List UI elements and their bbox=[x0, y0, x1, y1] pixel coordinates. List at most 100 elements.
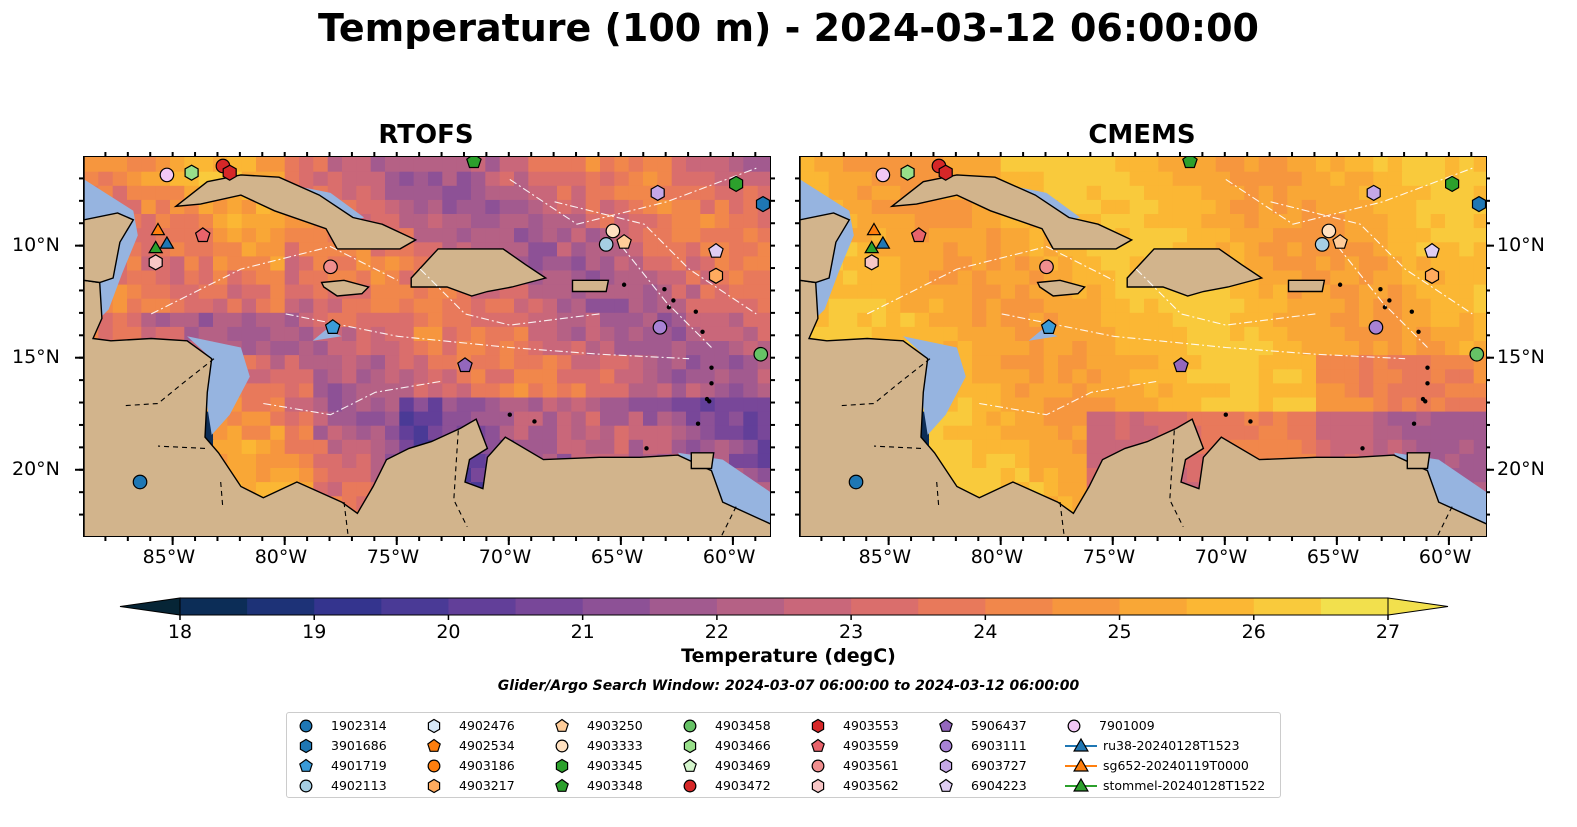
legend-item: 4903217 bbox=[423, 776, 543, 796]
y-minor-mid-a bbox=[795, 423, 799, 426]
colorbar-segment bbox=[1253, 598, 1322, 615]
float-markers bbox=[848, 157, 1486, 490]
legend-marker-icon bbox=[683, 779, 697, 793]
x-minor-1 bbox=[1380, 537, 1383, 541]
borders bbox=[838, 358, 1453, 536]
x-minor-top-0 bbox=[126, 152, 129, 156]
x-tick-label-1-5: 60°W bbox=[1418, 546, 1472, 568]
legend-item: 4901719 bbox=[295, 756, 415, 776]
y-minor-left bbox=[79, 311, 83, 314]
y-minor-mid-a bbox=[795, 468, 799, 471]
y-minor-right bbox=[1486, 267, 1490, 270]
x-minor-0 bbox=[350, 537, 353, 541]
panel-title-cmems: CMEMS bbox=[1088, 120, 1196, 150]
legend-marker-icon bbox=[555, 739, 569, 753]
legend-hexagon-icon bbox=[939, 758, 953, 774]
eez-boundaries bbox=[150, 167, 757, 416]
x-minor-top-1 bbox=[954, 152, 957, 156]
x-minor-top-0 bbox=[530, 152, 533, 156]
y-minor-left bbox=[79, 491, 83, 494]
legend-circle-icon bbox=[299, 779, 313, 793]
marker-4903562 bbox=[148, 254, 163, 271]
x-minor-top-1 bbox=[1156, 152, 1159, 156]
legend-item: ru38-20240128T1523 bbox=[1063, 736, 1273, 756]
x-tick-label-1-1: 80°W bbox=[970, 546, 1024, 568]
float-markers bbox=[132, 157, 770, 490]
x-minor-top-0 bbox=[283, 152, 286, 156]
legend-item: 4903333 bbox=[551, 736, 671, 756]
x-minor-0 bbox=[552, 537, 555, 541]
legend-label: stommel-20240128T1522 bbox=[1103, 778, 1266, 793]
legend-label: 7901009 bbox=[1099, 718, 1155, 733]
legend-marker-icon bbox=[939, 739, 953, 753]
x-minor-top-1 bbox=[910, 152, 913, 156]
legend-label: 4901719 bbox=[331, 758, 387, 773]
y-minor-left bbox=[79, 334, 83, 337]
legend-label: 4903469 bbox=[715, 758, 771, 773]
y-minor-mid-b bbox=[771, 334, 775, 337]
x-minor-top-1 bbox=[1134, 152, 1137, 156]
legend-pentagon-icon bbox=[555, 778, 569, 792]
marker-4903345 bbox=[728, 175, 744, 193]
x-minor-0 bbox=[216, 537, 219, 541]
x-minor-1 bbox=[1201, 537, 1204, 541]
legend-marker-icon bbox=[1065, 757, 1097, 772]
y-minor-left bbox=[79, 244, 83, 247]
y-tick-label-left-1: 15°N bbox=[12, 345, 60, 368]
colorbar-segment bbox=[1320, 598, 1389, 615]
legend-hexagon-icon bbox=[427, 778, 441, 794]
x-minor-top-1 bbox=[1178, 152, 1181, 156]
x-minor-1 bbox=[1268, 537, 1271, 541]
x-minor-top-1 bbox=[1313, 152, 1316, 156]
x-minor-0 bbox=[283, 537, 286, 541]
x-minor-top-0 bbox=[238, 152, 241, 156]
land-cuba bbox=[889, 174, 1134, 250]
land-trinidad bbox=[1406, 452, 1431, 470]
legend-marker-icon bbox=[427, 778, 441, 794]
land-jamaica bbox=[1036, 279, 1086, 297]
colorbar-segment bbox=[582, 598, 651, 615]
legend-label: 4903333 bbox=[587, 738, 643, 753]
x-minor-top-1 bbox=[1335, 152, 1338, 156]
colorbar-segment bbox=[985, 598, 1053, 615]
legend-hexagon-icon bbox=[427, 718, 441, 734]
x-minor-1 bbox=[1425, 537, 1428, 541]
y-tick-label-right-1: 15°N bbox=[1497, 345, 1545, 368]
x-minor-top-0 bbox=[552, 152, 555, 156]
land-centralAmerica bbox=[84, 279, 770, 536]
x-minor-1 bbox=[1022, 537, 1025, 541]
marker-7901009 bbox=[159, 167, 175, 183]
legend-marker-icon bbox=[555, 778, 569, 792]
x-minor-1 bbox=[1223, 537, 1226, 541]
legend-pentagon-icon bbox=[811, 738, 825, 752]
legend-hexagon-icon bbox=[683, 738, 697, 754]
y-minor-left bbox=[79, 401, 83, 404]
x-minor-top-0 bbox=[149, 152, 152, 156]
y-minor-left bbox=[79, 289, 83, 292]
colorbar-segment bbox=[1186, 598, 1255, 615]
x-minor-top-0 bbox=[642, 152, 645, 156]
marker-4903559 bbox=[194, 227, 211, 243]
legend-pentagon-icon bbox=[939, 718, 953, 732]
colorbar-segment bbox=[784, 598, 852, 615]
legend-item: 4902476 bbox=[423, 716, 543, 736]
x-minor-top-1 bbox=[1447, 152, 1450, 156]
x-minor-top-0 bbox=[485, 152, 488, 156]
legend-marker-icon bbox=[555, 718, 569, 732]
y-minor-mid-b bbox=[771, 379, 775, 382]
land-cuba bbox=[173, 174, 418, 250]
x-minor-top-1 bbox=[977, 152, 980, 156]
y-minor-mid-b bbox=[771, 401, 775, 404]
colorbar-segment bbox=[918, 598, 986, 615]
y-minor-mid-a bbox=[795, 289, 799, 292]
x-tick-label-1-3: 70°W bbox=[1194, 546, 1248, 568]
y-minor-left bbox=[79, 423, 83, 426]
y-minor-right bbox=[1486, 468, 1490, 471]
x-minor-0 bbox=[238, 537, 241, 541]
x-minor-top-1 bbox=[1066, 152, 1069, 156]
x-minor-1 bbox=[865, 537, 868, 541]
y-minor-mid-a bbox=[795, 334, 799, 337]
x-minor-top-1 bbox=[1089, 152, 1092, 156]
land-trinidad bbox=[690, 452, 715, 470]
x-minor-1 bbox=[1089, 537, 1092, 541]
